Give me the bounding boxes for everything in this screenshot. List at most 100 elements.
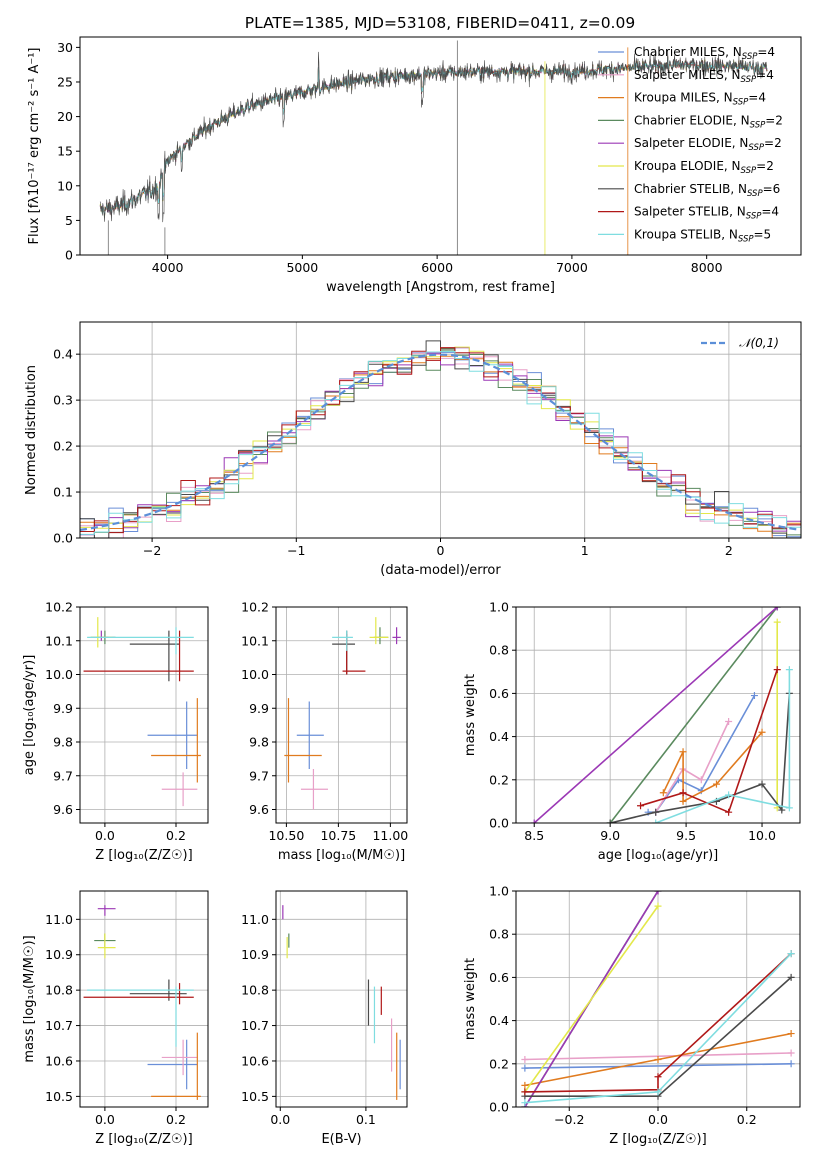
weight-vs-Z-line-0 (524, 1063, 792, 1069)
legend-nssp-5: =2 (756, 159, 774, 173)
weight-vs-age-line-4 (533, 607, 778, 823)
residual-hist-ytick-label-4: 0.4 (53, 347, 73, 362)
age-vs-mass-xtick-label-1: 10.75 (320, 828, 356, 843)
mass-vs-Z-ytick-label-5: 11.0 (45, 912, 73, 927)
legend-label-5: Kroupa ELODIE, NSSP=2 (634, 159, 774, 176)
weight-vs-age-xtick-label-0: 8.5 (524, 828, 544, 843)
weight-vs-Z-line-5 (524, 905, 659, 1093)
weight-vs-age-ytick-label-1: 0.2 (489, 772, 509, 787)
legend-nssp-6: =6 (763, 182, 781, 196)
spectrum-frame (79, 36, 802, 256)
age-vs-mass-panel: 10.50 10.75 11.00 9.6 9.7 9.8 9.9 10.0 10.1 10.2 m… (241, 600, 408, 864)
weight-vs-age-ytick-label-3: 0.6 (489, 686, 509, 701)
spectrum-xtick-label-2: 6000 (421, 260, 453, 275)
spectrum-ytick-label-3: 15 (57, 144, 73, 159)
weight-vs-Z-marker-1-1 (787, 1049, 795, 1057)
spectrum-ytick-label-5: 25 (57, 74, 73, 89)
mass-vs-EBV-ytick-label-0: 10.5 (241, 1089, 269, 1104)
mass-vs-EBV-panel: 0.0 0.1 10.5 10.6 10.7 10.8 10.9 11.0 E(B-V) (241, 890, 408, 1147)
legend-subscript-4: SSP (748, 143, 764, 153)
spectrum-line-6 (99, 49, 768, 223)
age-vs-mass-ytick-label-5: 10.1 (241, 633, 269, 648)
weight-vs-age-marker-5-1 (773, 618, 781, 626)
age-vs-Z-xlabel: Z [log₁₀(Z/Z☉)] (95, 848, 192, 863)
residual-hist-xtick-label-2: 0 (437, 543, 445, 558)
legend-model-2: Kroupa MILES, N (634, 91, 733, 105)
weight-vs-age-ytick-label-4: 0.8 (489, 643, 509, 658)
mass-vs-Z-ytick-label-1: 10.6 (45, 1053, 73, 1068)
spectrum-ytick-label-1: 5 (65, 213, 73, 228)
weight-vs-Z-marker-0-0 (521, 1064, 529, 1072)
mass-vs-Z-xtick-label-1: 0.2 (166, 1112, 186, 1127)
weight-vs-age-marker-8-0 (652, 819, 660, 823)
weight-vs-Z-marker-0-1 (787, 1060, 795, 1068)
age-vs-mass-ytick-label-6: 10.2 (241, 600, 269, 615)
legend-model-0: Chabrier MILES, N (634, 45, 742, 59)
legend-gaussian-label: 𝒩(0,1) (739, 336, 779, 350)
mass-vs-EBV-ytick-label-5: 11.0 (241, 912, 269, 927)
age-vs-Z-ytick-label-6: 10.2 (45, 600, 73, 615)
legend-nssp-7: =4 (761, 205, 779, 219)
residual-hist-ytick-label-0: 0.0 (53, 531, 73, 546)
weight-vs-Z-plot-area (521, 891, 795, 1107)
weight-vs-Z-ytick-label-4: 0.8 (489, 927, 509, 942)
weight-vs-age-line-7 (640, 669, 778, 814)
mass-vs-Z-ytick-label-2: 10.7 (45, 1018, 73, 1033)
residual-hist-xtick-label-1: −1 (287, 543, 305, 558)
weight-vs-Z-ytick-label-1: 0.2 (489, 1056, 509, 1071)
age-vs-Z-ytick-label-2: 9.8 (53, 735, 73, 750)
weight-vs-age-marker-2-2 (679, 797, 687, 805)
weight-vs-age-line-6 (610, 693, 791, 823)
spectrum-xtick-label-4: 8000 (691, 260, 723, 275)
mass-vs-EBV-ytick-label-2: 10.7 (241, 1018, 269, 1033)
legend-label-3: Chabrier ELODIE, NSSP=2 (634, 113, 783, 130)
legend-nssp-3: =2 (765, 113, 783, 127)
hist-series-8 (80, 351, 801, 535)
weight-vs-age-ylabel: mass weight (463, 674, 478, 756)
weight-vs-age-marker-2-1 (679, 748, 687, 756)
age-vs-Z-ytick-label-4: 10.0 (45, 667, 73, 682)
legend-subscript-5: SSP (741, 166, 757, 176)
age-vs-Z-ytick-label-1: 9.7 (53, 768, 73, 783)
legend-label-4: Salpeter ELODIE, NSSP=2 (634, 136, 782, 153)
weight-vs-age-marker-8-1 (725, 791, 733, 799)
mass-vs-Z-xlabel: Z [log₁₀(Z/Z☉)] (95, 1132, 192, 1147)
weight-vs-age-ytick-label-5: 1.0 (489, 600, 509, 615)
residual-hist-ytick-label-2: 0.2 (53, 439, 73, 454)
weight-vs-Z-marker-7-2 (654, 1073, 662, 1081)
legend-model-5: Kroupa ELODIE, N (634, 159, 741, 173)
mass-vs-EBV-xlabel: E(B-V) (321, 1132, 361, 1147)
mass-vs-EBV-xtick-label-1: 0.1 (356, 1112, 376, 1127)
weight-vs-Z-marker-7-0 (521, 1088, 529, 1096)
age-vs-Z-xtick-label-1: 0.2 (166, 828, 186, 843)
weight-vs-age-marker-8-3 (785, 666, 793, 674)
legend-subscript-7: SSP (746, 212, 762, 222)
mass-vs-EBV-ytick-label-1: 10.6 (241, 1053, 269, 1068)
weight-vs-Z-ytick-label-2: 0.4 (489, 1013, 509, 1028)
weight-vs-Z-xtick-label-0: −0.2 (554, 1112, 584, 1127)
weight-vs-age-panel: 8.5 9.0 9.5 10.0 0.0 0.2 0.4 0.6 0.8 1.0 age [log₁… (463, 600, 801, 863)
weight-vs-Z-marker-1-0 (521, 1055, 529, 1063)
age-vs-Z-xtick-label-0: 0.0 (95, 828, 115, 843)
legend-nssp-0: =4 (757, 45, 775, 59)
weight-vs-Z-marker-2-0 (521, 1081, 529, 1089)
weight-vs-Z-ytick-label-5: 1.0 (489, 884, 509, 899)
weight-vs-age-marker-7-1 (679, 789, 687, 797)
weight-vs-Z-marker-2-2 (787, 1030, 795, 1038)
mass-vs-Z-ytick-label-0: 10.5 (45, 1089, 73, 1104)
legend-model-4: Salpeter ELODIE, N (634, 136, 748, 150)
residual-hist-xlabel: (data-model)/error (380, 563, 501, 578)
residual-hist-ytick-label-3: 0.3 (53, 393, 73, 408)
mass-vs-Z-ylabel: mass [log₁₀(M/M☉)] (22, 935, 37, 1062)
age-vs-mass-xtick-label-0: 10.50 (268, 828, 304, 843)
weight-vs-age-xtick-label-1: 9.0 (600, 828, 620, 843)
weight-vs-age-line-3 (609, 607, 778, 823)
mass-vs-Z-plot-area (83, 905, 201, 1100)
spectrum-xtick-label-1: 5000 (286, 260, 318, 275)
weight-vs-Z-ylabel: mass weight (463, 958, 478, 1040)
age-vs-mass-frame (275, 606, 408, 824)
mass-vs-EBV-frame (275, 890, 408, 1108)
age-vs-Z-ylabel: age [log₁₀(age/yr)] (22, 655, 37, 776)
residual-hist-xtick-label-4: 2 (725, 543, 733, 558)
